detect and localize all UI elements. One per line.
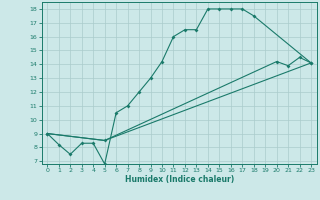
X-axis label: Humidex (Indice chaleur): Humidex (Indice chaleur) [124, 175, 234, 184]
